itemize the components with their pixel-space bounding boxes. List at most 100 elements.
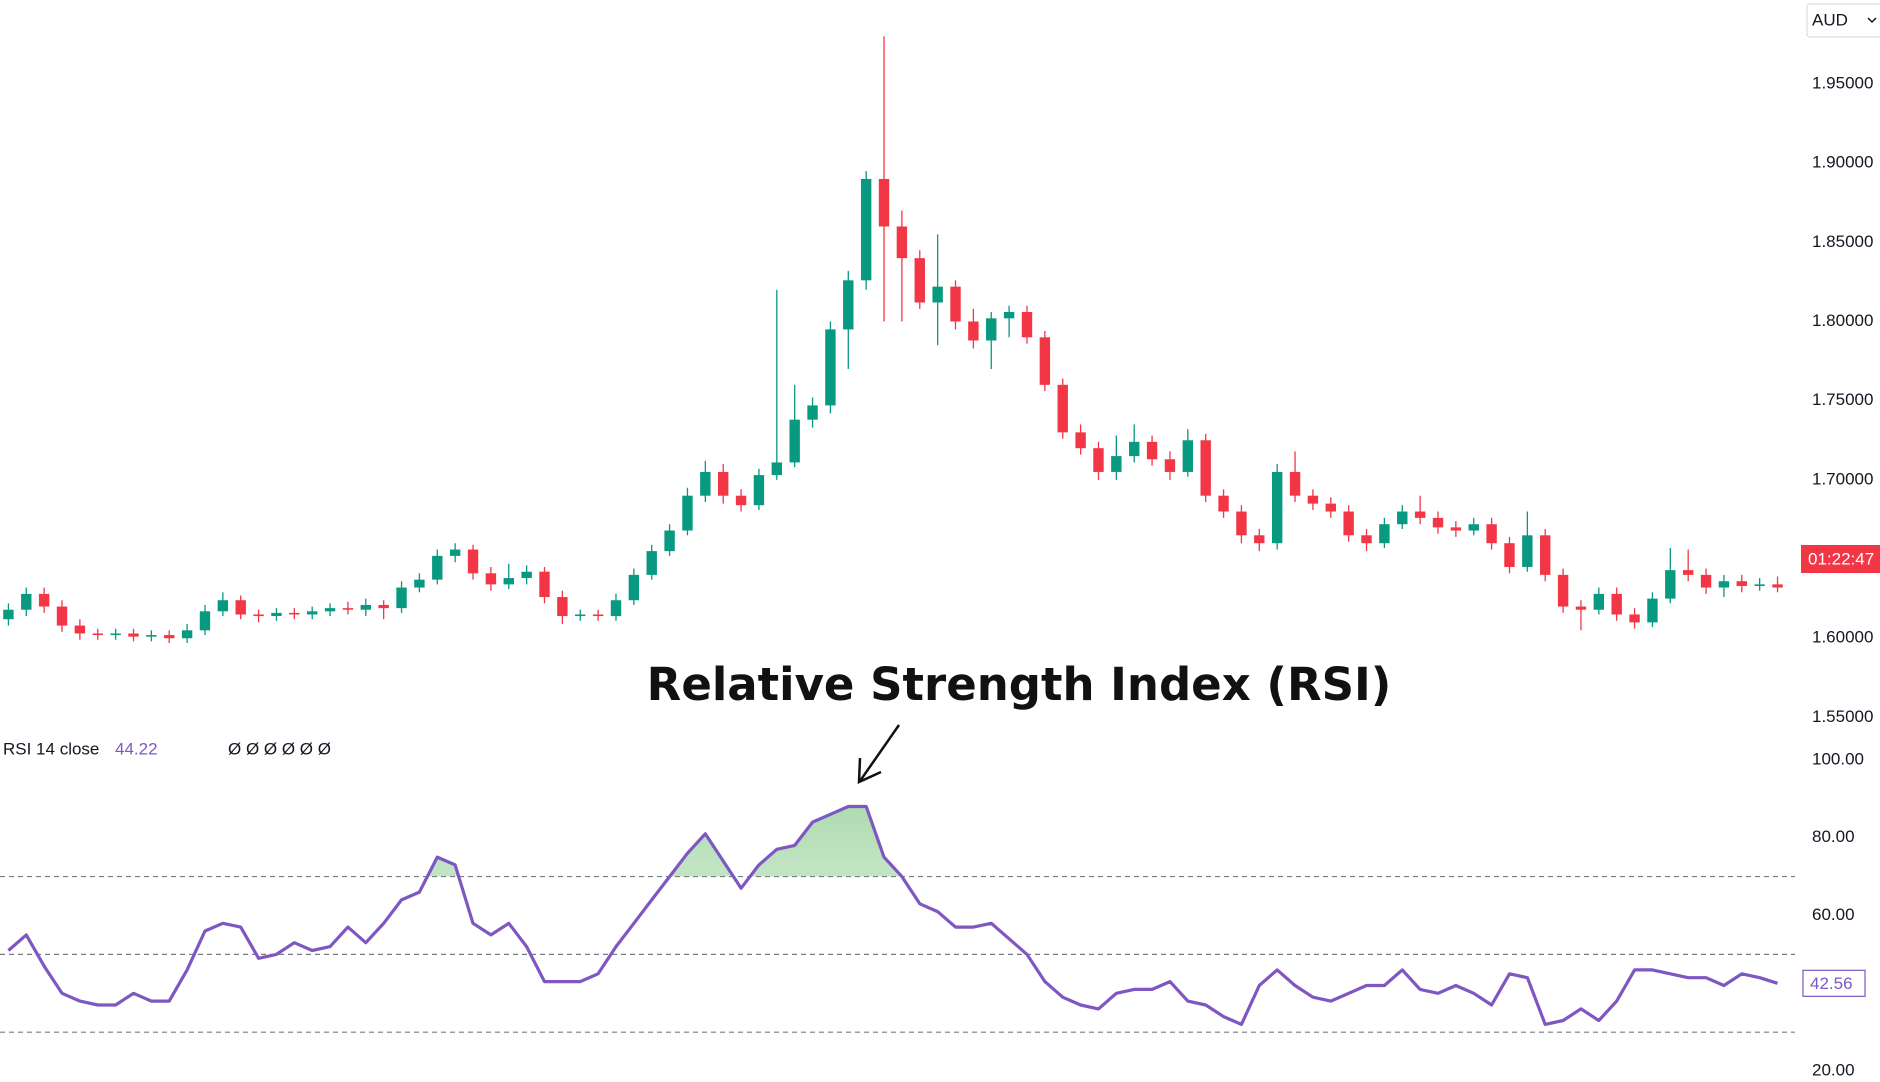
- y-tick-label: 1.85000: [1812, 232, 1873, 251]
- candle-body: [74, 625, 86, 634]
- y-tick-label: 1.75000: [1812, 390, 1873, 409]
- candle-body: [1414, 511, 1426, 518]
- candle-body: [557, 597, 568, 617]
- price-pane: 1.550001.600001.650001.700001.750001.800…: [3, 36, 1873, 726]
- candle-body: [164, 635, 175, 639]
- currency-label: AUD: [1812, 10, 1848, 29]
- candle-body: [1003, 311, 1015, 319]
- y-tick-label: 1.55000: [1812, 707, 1873, 726]
- candle-body: [1450, 527, 1462, 531]
- countdown-label: 01:22:47: [1808, 549, 1874, 568]
- candle-body: [1093, 448, 1104, 472]
- candle-body: [467, 549, 479, 574]
- candle-body: [718, 471, 729, 496]
- candle-body: [56, 606, 68, 626]
- countdown-box: [1801, 545, 1880, 573]
- y-tick-label: 60.00: [1812, 905, 1855, 924]
- candle-body: [38, 593, 50, 607]
- candle-body: [896, 226, 908, 259]
- candle-body: [575, 614, 586, 617]
- rsi-legend-value: 44.22: [115, 739, 158, 758]
- candle-body: [1307, 495, 1319, 504]
- candle-body: [682, 495, 693, 531]
- candle-body: [1772, 584, 1783, 588]
- candle-body: [539, 571, 550, 598]
- candle-body: [146, 635, 157, 637]
- y-tick-label: 1.95000: [1812, 73, 1873, 92]
- last-value-label: 42.56: [1810, 974, 1853, 993]
- candle-body: [1254, 535, 1265, 544]
- candle-body: [932, 286, 943, 303]
- candle-body: [1164, 459, 1176, 472]
- candle-body: [825, 329, 836, 406]
- rsi-legend-extra: Ø Ø Ø Ø Ø Ø: [228, 739, 331, 758]
- candle-body: [521, 571, 532, 579]
- candle-body: [217, 600, 229, 612]
- candle-body: [950, 286, 961, 322]
- candle-body: [253, 614, 264, 617]
- candle-body: [485, 573, 497, 585]
- candle-body: [1129, 441, 1140, 457]
- candle-body: [128, 633, 139, 637]
- candle-body: [1629, 614, 1640, 623]
- rsi-legend: RSI 14 close: [3, 739, 99, 758]
- candle-body: [110, 633, 121, 636]
- y-tick-label: 1.60000: [1812, 628, 1873, 647]
- candle-body: [1146, 441, 1158, 460]
- candle-body: [432, 555, 443, 580]
- y-tick-label: 80.00: [1812, 827, 1855, 846]
- annotation: Relative Strength Index (RSI): [647, 658, 1392, 711]
- candle-body: [1432, 517, 1444, 528]
- candle-body: [1057, 384, 1068, 433]
- y-tick-label: 100.00: [1812, 749, 1864, 768]
- candle-body: [324, 608, 336, 612]
- candle-body: [1593, 593, 1605, 610]
- candle-body: [378, 604, 389, 609]
- candle-body: [414, 579, 425, 588]
- candle-body: [503, 578, 514, 585]
- candle-body: [592, 614, 604, 617]
- candle-body: [1325, 503, 1336, 512]
- candle-body: [199, 611, 211, 631]
- candle-body: [1611, 593, 1622, 615]
- y-tick-label: 20.00: [1812, 1061, 1855, 1080]
- candle-body: [700, 471, 711, 496]
- candle-body: [1021, 311, 1033, 338]
- candle-body: [807, 405, 818, 420]
- candle-body: [1736, 581, 1747, 586]
- candle-body: [92, 633, 103, 636]
- candle-body: [181, 630, 193, 639]
- y-tick-label: 1.70000: [1812, 469, 1873, 488]
- y-tick-label: 1.90000: [1812, 153, 1873, 172]
- candle-body: [396, 587, 407, 609]
- candle-body: [1361, 535, 1372, 544]
- candle-body: [1665, 570, 1676, 599]
- candle-body: [968, 321, 979, 341]
- currency-button[interactable]: [1806, 3, 1880, 38]
- candle-body: [1397, 511, 1408, 525]
- candle-body: [646, 551, 657, 575]
- candle-body: [1575, 606, 1587, 610]
- overbought-fill: [427, 806, 902, 877]
- candle-body: [1218, 495, 1229, 512]
- candle-body: [1504, 543, 1515, 567]
- candle-body: [664, 530, 675, 552]
- y-tick-label: 1.80000: [1812, 311, 1873, 330]
- candle-body: [360, 604, 371, 610]
- candle-body: [1289, 471, 1301, 496]
- candle-body: [306, 611, 318, 615]
- candle-body: [610, 600, 622, 617]
- candle-body: [1754, 584, 1765, 586]
- candle-body: [771, 462, 783, 476]
- candle-body: [1379, 524, 1390, 544]
- candle-body: [271, 612, 282, 617]
- candle-body: [1182, 440, 1194, 472]
- candle-body: [1468, 524, 1479, 531]
- candle-body: [342, 608, 354, 610]
- candle-body: [449, 549, 461, 556]
- candle-body: [1486, 524, 1497, 544]
- candle-body: [1522, 535, 1533, 567]
- candle-body: [1557, 574, 1569, 607]
- candle-body: [986, 318, 997, 341]
